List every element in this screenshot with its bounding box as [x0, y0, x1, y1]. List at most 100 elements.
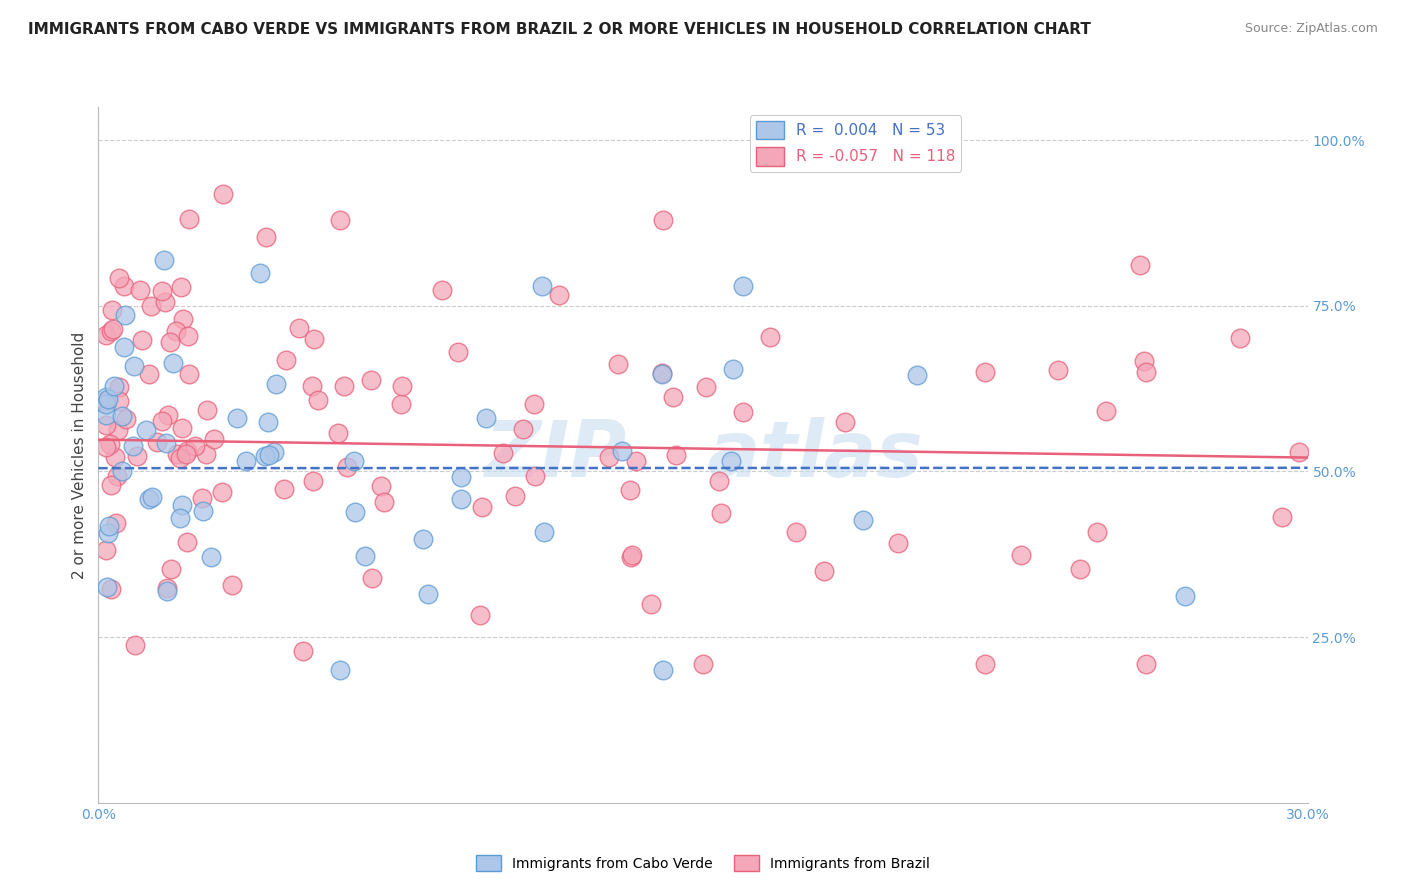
Point	[112, 340, 135, 354]
Point	[170, 280, 193, 294]
Point	[1174, 589, 1197, 603]
Point	[254, 229, 277, 244]
Point	[665, 448, 688, 462]
Y-axis label: 2 or more Vehicles in Household: 2 or more Vehicles in Household	[72, 331, 87, 579]
Point	[152, 253, 174, 268]
Point	[1132, 353, 1154, 368]
Point	[96, 580, 118, 594]
Point	[905, 368, 928, 382]
Point	[360, 570, 382, 584]
Point	[104, 516, 127, 531]
Point	[522, 397, 544, 411]
Point	[172, 421, 194, 435]
Point	[598, 450, 620, 465]
Point	[96, 440, 118, 454]
Point	[886, 535, 908, 549]
Point	[194, 447, 217, 461]
Point	[1085, 524, 1108, 539]
Point	[100, 582, 122, 597]
Legend: Immigrants from Cabo Verde, Immigrants from Brazil: Immigrants from Cabo Verde, Immigrants f…	[471, 849, 935, 877]
Point	[834, 416, 856, 430]
Point	[610, 444, 633, 458]
Point	[758, 330, 780, 344]
Point	[96, 396, 118, 410]
Point	[177, 368, 200, 382]
Point	[100, 478, 122, 492]
Point	[709, 475, 731, 489]
Point	[155, 435, 177, 450]
Point	[1229, 331, 1251, 345]
Point	[533, 525, 555, 540]
Point	[97, 519, 120, 533]
Point	[302, 332, 325, 346]
Point	[264, 377, 287, 392]
Point	[1095, 404, 1118, 418]
Point	[114, 308, 136, 322]
Point	[530, 279, 553, 293]
Point	[179, 211, 201, 226]
Text: ZIP   atlas: ZIP atlas	[484, 417, 922, 493]
Point	[122, 440, 145, 454]
Point	[468, 608, 491, 623]
Point	[176, 329, 198, 343]
Point	[288, 320, 311, 334]
Point	[974, 657, 997, 671]
Point	[360, 373, 382, 387]
Point	[301, 379, 323, 393]
Point	[139, 299, 162, 313]
Point	[138, 368, 160, 382]
Point	[626, 454, 648, 468]
Point	[651, 368, 673, 382]
Point	[450, 491, 472, 506]
Point	[640, 597, 662, 611]
Point	[333, 379, 356, 393]
Point	[1010, 548, 1032, 562]
Point	[169, 511, 191, 525]
Point	[430, 283, 453, 297]
Point	[96, 390, 118, 404]
Point	[156, 581, 179, 595]
Point	[1128, 258, 1150, 272]
Point	[172, 311, 194, 326]
Point	[302, 474, 325, 488]
Point	[291, 644, 314, 658]
Point	[105, 469, 128, 483]
Point	[96, 417, 118, 432]
Point	[354, 549, 377, 564]
Point	[108, 393, 131, 408]
Point	[651, 212, 673, 227]
Point	[111, 409, 134, 423]
Point	[343, 454, 366, 468]
Point	[249, 266, 271, 280]
Point	[195, 403, 218, 417]
Point	[512, 422, 534, 436]
Point	[307, 393, 329, 408]
Point	[100, 324, 122, 338]
Point	[172, 498, 194, 512]
Point	[127, 449, 149, 463]
Point	[1069, 562, 1091, 576]
Point	[235, 454, 257, 468]
Point	[211, 187, 233, 202]
Point	[98, 437, 121, 451]
Point	[731, 405, 754, 419]
Point	[176, 534, 198, 549]
Point	[202, 432, 225, 446]
Point	[1135, 657, 1157, 671]
Point	[211, 485, 233, 500]
Point	[153, 294, 176, 309]
Point	[96, 542, 118, 557]
Point	[131, 333, 153, 347]
Point	[606, 357, 628, 371]
Point	[112, 278, 135, 293]
Point	[621, 549, 644, 563]
Point	[141, 491, 163, 505]
Point	[107, 424, 129, 438]
Point	[165, 324, 187, 338]
Point	[183, 439, 205, 453]
Point	[370, 479, 392, 493]
Point	[96, 327, 118, 342]
Point	[97, 525, 120, 540]
Point	[159, 334, 181, 349]
Point	[416, 587, 439, 601]
